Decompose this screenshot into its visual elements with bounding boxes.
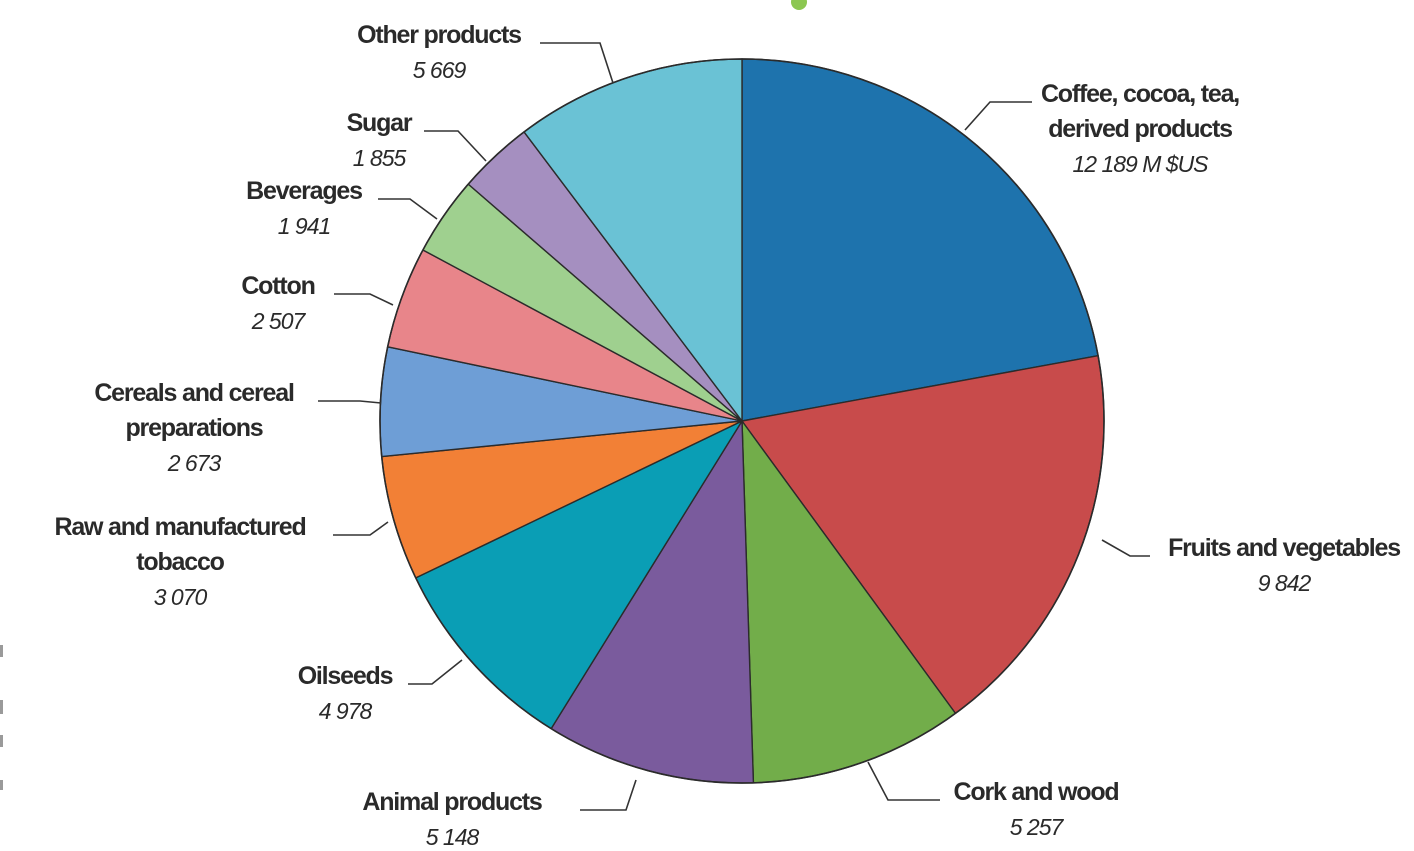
slice-label-beverages: Beverages <box>246 177 362 205</box>
slice-label-coffee: derived products <box>1048 115 1232 143</box>
slice-label-cotton: Cotton <box>241 272 314 300</box>
slice-value-other: 5 669 <box>413 57 467 83</box>
slice-value-tobacco: 3 070 <box>154 584 208 610</box>
slice-label-other: Other products <box>357 21 521 49</box>
slice-value-animal: 5 148 <box>426 824 480 850</box>
leader-line-cereals <box>318 400 382 404</box>
slice-label-cork: Cork and wood <box>954 778 1119 806</box>
slice-label-fruits: Fruits and vegetables <box>1168 534 1400 562</box>
slice-label-tobacco: tobacco <box>136 548 224 576</box>
slice-value-coffee: 12 189 M $US <box>1072 151 1209 177</box>
edge-marks <box>0 645 3 790</box>
slice-value-cotton: 2 507 <box>251 308 307 334</box>
slice-labels: Coffee, cocoa, tea, derived products 12 18… <box>54 21 1401 850</box>
leader-line-fruits <box>1101 539 1150 557</box>
leader-line-coffee <box>964 101 1032 131</box>
leader-line-animal <box>580 779 637 811</box>
slice-value-sugar: 1 855 <box>353 145 407 171</box>
leader-line-tobacco <box>333 521 389 536</box>
slice-label-tobacco: Raw and manufactured <box>54 513 305 541</box>
leader-line-sugar <box>424 130 487 162</box>
slice-value-cereals: 2 673 <box>167 450 222 476</box>
leader-lines <box>318 42 1150 811</box>
pie-outline <box>379 58 1105 784</box>
slice-value-cork: 5 257 <box>1010 814 1065 840</box>
slice-label-coffee: Coffee, cocoa, tea, <box>1041 80 1239 108</box>
pie-slices <box>379 58 1105 784</box>
top-dot <box>791 0 807 10</box>
slice-value-beverages: 1 941 <box>278 213 331 239</box>
slice-value-oilseeds: 4 978 <box>319 698 373 724</box>
leader-line-cotton <box>334 293 394 306</box>
slice-label-animal: Animal products <box>362 788 542 816</box>
slice-label-cereals: preparations <box>125 414 262 442</box>
leader-line-oilseeds <box>408 659 463 685</box>
leader-line-cork <box>867 761 940 801</box>
slice-label-cereals: Cereals and cereal <box>94 379 294 407</box>
slice-label-oilseeds: Oilseeds <box>298 662 393 690</box>
leader-line-beverages <box>378 198 438 220</box>
leader-line-other <box>540 42 614 84</box>
slice-label-sugar: Sugar <box>347 109 413 137</box>
slice-value-fruits: 9 842 <box>1258 570 1312 596</box>
